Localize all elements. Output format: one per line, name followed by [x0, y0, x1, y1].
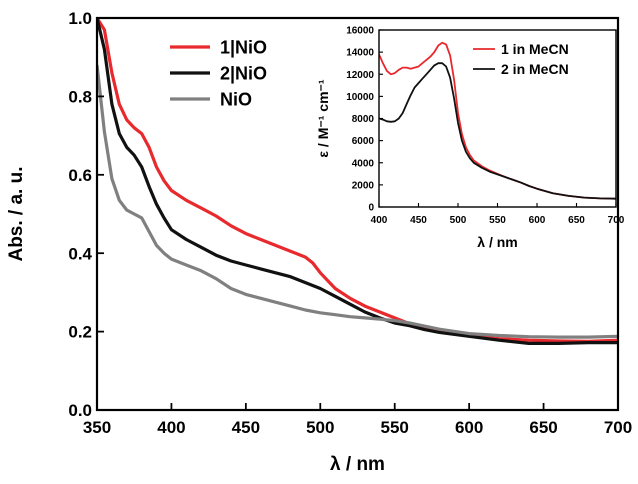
inset-x-tick-label: 600 — [529, 215, 546, 226]
main-y-tick-label: 0.8 — [68, 88, 92, 107]
main-x-tick-label: 500 — [306, 418, 334, 437]
main-x-tick-label: 650 — [529, 418, 557, 437]
main-x-tick-label: 400 — [157, 418, 185, 437]
main-y-tick-label: 1.0 — [68, 9, 92, 28]
inset-x-tick-label: 700 — [608, 215, 625, 226]
inset-y-tick-label: 2000 — [352, 180, 375, 191]
main-legend-label-1: 1|NiO — [220, 37, 267, 57]
main-y-tick-label: 0.4 — [68, 244, 92, 263]
main-y-tick-label: 0.0 — [68, 401, 92, 420]
inset-x-axis-title: λ / nm — [477, 234, 517, 250]
inset-x-tick-label: 500 — [450, 215, 467, 226]
inset-legend-label-2: 2 in MeCN — [501, 61, 569, 77]
main-y-tick-label: 0.6 — [68, 166, 92, 185]
main-legend-label-3: NiO — [220, 89, 252, 109]
inset-y-tick-label: 8000 — [352, 114, 375, 125]
inset-series-line-2 — [379, 62, 616, 200]
inset-plot-frame — [378, 29, 617, 208]
inset-y-tick-label: 0 — [368, 203, 374, 214]
main-series-line-2 — [97, 18, 618, 345]
main-x-axis-title: λ / nm — [330, 454, 385, 475]
main-x-tick-label: 450 — [232, 418, 260, 437]
main-x-tick-label: 600 — [455, 418, 483, 437]
inset-y-tick-label: 4000 — [352, 158, 375, 169]
main-legend-label-2: 2|NiO — [220, 63, 267, 83]
inset-y-tick-label: 16000 — [346, 26, 374, 37]
inset-x-tick-label: 550 — [489, 215, 506, 226]
inset-x-tick-label: 650 — [568, 215, 585, 226]
inset-legend-label-1: 1 in MeCN — [501, 41, 569, 57]
main-x-tick-label: 350 — [83, 418, 111, 437]
main-series-line-3 — [97, 64, 618, 339]
inset-y-tick-label: 6000 — [352, 136, 375, 147]
inset-y-axis-title: ε / M⁻¹ cm⁻¹ — [315, 79, 331, 158]
inset-y-tick-label: 14000 — [346, 48, 374, 59]
inset-y-tick-label: 12000 — [346, 70, 374, 81]
main-plot-frame — [95, 16, 620, 412]
inset-x-tick-label: 400 — [371, 215, 388, 226]
main-y-tick-label: 0.2 — [68, 323, 92, 342]
main-x-tick-label: 550 — [381, 418, 409, 437]
main-x-tick-label: 700 — [604, 418, 632, 437]
main-plot: 350 400 450 500 550 600 650 700 0.0 0.2 0.4 0.6 0.8 1… — [6, 9, 632, 475]
inset-y-tick-label: 10000 — [346, 92, 374, 103]
main-y-axis-title: Abs. / a. u. — [6, 166, 27, 261]
inset-plot: 400 450 500 550 600 650 700 0 2000 4000 6000 8000 10… — [315, 26, 625, 250]
inset-x-tick-label: 450 — [410, 215, 427, 226]
